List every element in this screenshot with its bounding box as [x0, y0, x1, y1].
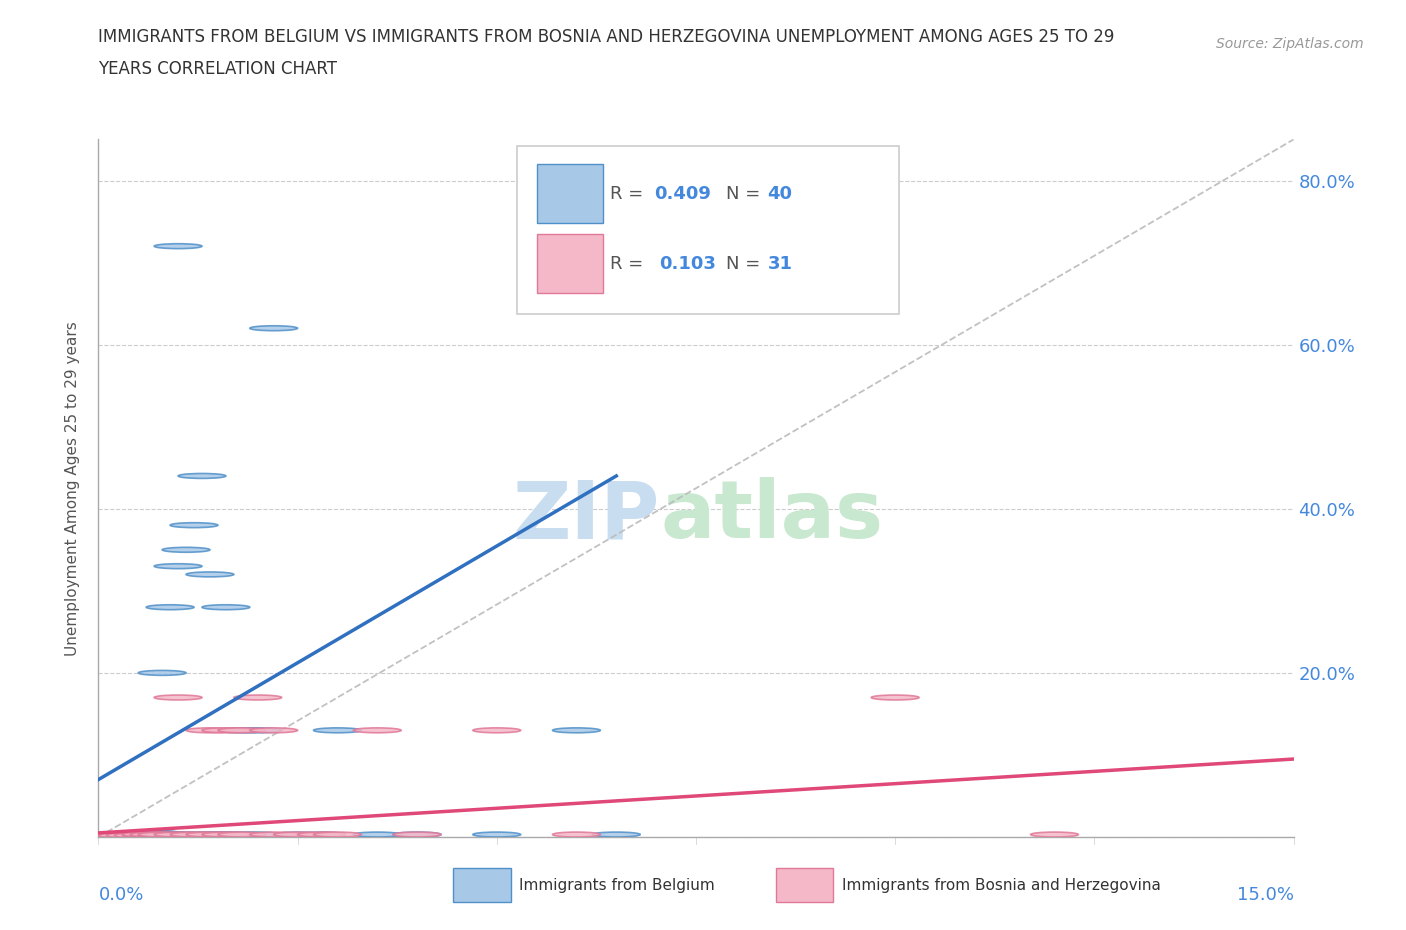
Circle shape: [146, 833, 194, 838]
Circle shape: [186, 728, 233, 733]
Circle shape: [202, 832, 250, 837]
Circle shape: [138, 831, 186, 836]
Circle shape: [202, 604, 250, 610]
Circle shape: [353, 728, 401, 733]
Circle shape: [146, 604, 194, 610]
Circle shape: [298, 832, 346, 837]
Text: 0.103: 0.103: [659, 255, 716, 272]
FancyBboxPatch shape: [453, 869, 510, 902]
Circle shape: [218, 832, 266, 837]
Circle shape: [186, 572, 233, 577]
Circle shape: [122, 833, 170, 838]
Circle shape: [131, 832, 179, 837]
Text: 31: 31: [768, 255, 793, 272]
Circle shape: [194, 832, 242, 837]
Circle shape: [186, 832, 233, 837]
FancyBboxPatch shape: [537, 233, 603, 293]
Circle shape: [394, 832, 441, 837]
Circle shape: [90, 833, 138, 838]
Text: R =: R =: [610, 255, 655, 272]
Circle shape: [218, 832, 266, 837]
Circle shape: [155, 832, 202, 837]
Text: R =: R =: [610, 185, 650, 203]
Circle shape: [98, 833, 146, 838]
Circle shape: [233, 728, 281, 733]
Circle shape: [179, 473, 226, 478]
Text: 40: 40: [768, 185, 793, 203]
Circle shape: [298, 832, 346, 837]
Y-axis label: Unemployment Among Ages 25 to 29 years: Unemployment Among Ages 25 to 29 years: [65, 321, 80, 656]
Circle shape: [553, 832, 600, 837]
Circle shape: [162, 548, 209, 552]
Circle shape: [107, 833, 155, 838]
Text: Immigrants from Belgium: Immigrants from Belgium: [519, 878, 714, 893]
Circle shape: [138, 833, 186, 838]
Text: atlas: atlas: [661, 477, 883, 555]
Circle shape: [155, 244, 202, 248]
Circle shape: [114, 833, 162, 838]
FancyBboxPatch shape: [537, 164, 603, 223]
Circle shape: [138, 832, 186, 837]
Circle shape: [170, 832, 218, 837]
Circle shape: [138, 833, 186, 838]
Text: ZIP: ZIP: [513, 477, 661, 555]
Circle shape: [90, 833, 138, 838]
Circle shape: [155, 832, 202, 837]
Circle shape: [202, 728, 250, 733]
Circle shape: [592, 832, 640, 837]
Circle shape: [162, 833, 209, 838]
Circle shape: [131, 832, 179, 837]
Circle shape: [872, 695, 920, 700]
Circle shape: [131, 833, 179, 838]
Text: YEARS CORRELATION CHART: YEARS CORRELATION CHART: [98, 60, 337, 78]
Text: N =: N =: [725, 255, 766, 272]
Text: 0.409: 0.409: [654, 185, 711, 203]
Circle shape: [394, 832, 441, 837]
Circle shape: [233, 832, 281, 837]
Circle shape: [122, 833, 170, 838]
Circle shape: [155, 695, 202, 700]
Circle shape: [233, 695, 281, 700]
FancyBboxPatch shape: [517, 147, 900, 314]
Circle shape: [250, 728, 298, 733]
Circle shape: [170, 523, 218, 527]
Circle shape: [314, 832, 361, 837]
Text: 0.0%: 0.0%: [98, 885, 143, 904]
Circle shape: [250, 326, 298, 331]
Text: 15.0%: 15.0%: [1236, 885, 1294, 904]
Circle shape: [553, 728, 600, 733]
Circle shape: [274, 832, 322, 837]
Circle shape: [114, 832, 162, 837]
Circle shape: [472, 728, 520, 733]
Circle shape: [186, 832, 233, 837]
Circle shape: [274, 832, 322, 837]
Text: Source: ZipAtlas.com: Source: ZipAtlas.com: [1216, 37, 1364, 51]
Circle shape: [122, 831, 170, 836]
Circle shape: [353, 832, 401, 837]
Circle shape: [250, 832, 298, 837]
Text: Immigrants from Bosnia and Herzegovina: Immigrants from Bosnia and Herzegovina: [842, 878, 1160, 893]
Circle shape: [202, 832, 250, 837]
Circle shape: [314, 728, 361, 733]
Circle shape: [218, 728, 266, 733]
FancyBboxPatch shape: [776, 869, 834, 902]
Circle shape: [138, 671, 186, 675]
Circle shape: [472, 832, 520, 837]
Circle shape: [170, 832, 218, 837]
Circle shape: [98, 832, 146, 837]
Circle shape: [155, 564, 202, 568]
Text: IMMIGRANTS FROM BELGIUM VS IMMIGRANTS FROM BOSNIA AND HERZEGOVINA UNEMPLOYMENT A: IMMIGRANTS FROM BELGIUM VS IMMIGRANTS FR…: [98, 28, 1115, 46]
Circle shape: [131, 830, 179, 835]
Circle shape: [218, 728, 266, 733]
Circle shape: [122, 832, 170, 837]
Circle shape: [107, 833, 155, 838]
Circle shape: [1031, 832, 1078, 837]
Circle shape: [146, 832, 194, 837]
Text: N =: N =: [725, 185, 766, 203]
